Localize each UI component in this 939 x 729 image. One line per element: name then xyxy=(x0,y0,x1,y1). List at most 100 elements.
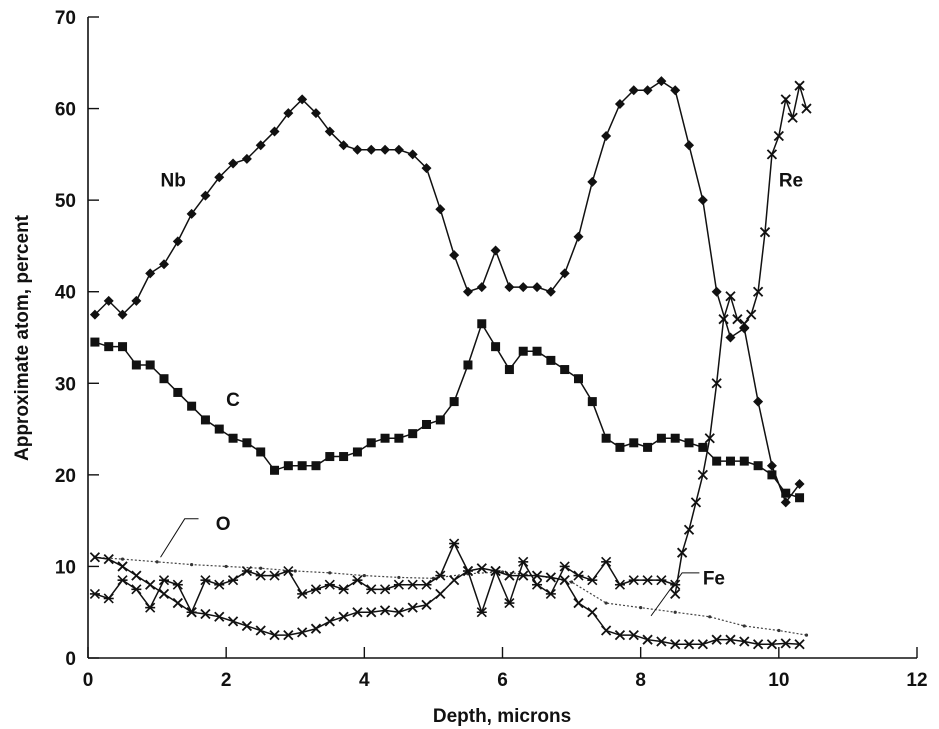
c-series-point xyxy=(532,346,542,356)
c-series-point xyxy=(656,433,666,443)
c-series-point xyxy=(200,415,210,425)
c-series-point xyxy=(463,360,473,370)
fe-series-point xyxy=(297,627,308,638)
o-series-point xyxy=(259,566,263,570)
fe-series-point xyxy=(587,607,598,618)
unlabeled-series-point xyxy=(172,579,183,590)
fe-series-point xyxy=(642,634,653,645)
nb-series-point xyxy=(117,309,128,320)
unlabeled-series-point xyxy=(476,607,487,618)
series-label-fe: Fe xyxy=(703,569,725,590)
o-series-point xyxy=(569,580,574,584)
nb-series-point xyxy=(324,126,335,137)
re-series-point xyxy=(746,309,757,320)
unlabeled-series-point xyxy=(310,584,322,595)
nb-series-point xyxy=(532,282,543,293)
c-series-point xyxy=(422,419,432,429)
nb-series-point xyxy=(421,163,432,174)
nb-series-point xyxy=(462,286,473,297)
re-series-point xyxy=(801,103,812,114)
unlabeled-series-point xyxy=(379,584,391,595)
nb-series-point xyxy=(269,126,280,137)
fe-series xyxy=(89,552,805,650)
fe-series-point xyxy=(283,629,294,641)
unlabeled-series-point xyxy=(490,565,501,577)
re-series-point xyxy=(670,588,681,600)
o-series-point xyxy=(604,601,608,605)
o-series-point xyxy=(362,573,366,578)
unlabeled-series-point xyxy=(214,579,225,590)
y-tick-label: 40 xyxy=(55,283,76,304)
unlabeled-series-point xyxy=(297,588,308,599)
c-series-point xyxy=(739,456,749,466)
unlabeled-series-point xyxy=(559,561,570,572)
fe-series-point xyxy=(310,623,322,634)
o-series-point xyxy=(190,562,194,567)
fe-series-point xyxy=(559,575,570,586)
re-series-point xyxy=(794,80,805,91)
fe-series-point xyxy=(614,629,626,641)
unlabeled-series-line xyxy=(94,541,676,615)
y-tick-label: 20 xyxy=(55,466,76,487)
c-series-point xyxy=(518,346,528,356)
c-series-point xyxy=(297,461,307,471)
y-tick-label: 70 xyxy=(55,8,76,29)
nb-series-point xyxy=(158,259,169,270)
re-series-point xyxy=(704,433,715,444)
c-series-point xyxy=(795,493,805,503)
unlabeled-series-point xyxy=(601,556,612,567)
c-series-point xyxy=(311,461,321,471)
re-series-line xyxy=(674,82,808,595)
fe-series-point xyxy=(794,639,805,650)
c-series-point xyxy=(90,337,100,347)
x-tick-label: 10 xyxy=(768,670,789,691)
series-label-nb: Nb xyxy=(161,170,186,191)
o-series-point xyxy=(120,557,125,561)
o-series-point xyxy=(673,610,677,614)
o-series-point xyxy=(742,624,746,628)
nb-series-point xyxy=(656,76,667,87)
unlabeled-series-point xyxy=(421,579,432,590)
c-series-point xyxy=(339,452,349,462)
unlabeled-series-point xyxy=(89,588,100,599)
nb-series-point xyxy=(642,85,653,96)
nb-series-point xyxy=(711,286,722,297)
unlabeled-series-point xyxy=(449,538,460,549)
nb-series-point xyxy=(283,108,294,119)
fe-series-point xyxy=(172,597,183,609)
nb-series-point xyxy=(504,282,515,293)
x-tick-label: 2 xyxy=(221,670,232,691)
unlabeled-series-point xyxy=(338,584,349,595)
re-series-point xyxy=(711,378,722,389)
c-series-point xyxy=(270,465,280,475)
re-series-point xyxy=(718,314,729,325)
fe-series-point xyxy=(545,572,556,583)
c-series-point xyxy=(491,342,501,352)
c-series-point xyxy=(449,397,459,407)
o-series xyxy=(93,555,809,637)
x-tick-label: 12 xyxy=(906,670,927,691)
c-series-point xyxy=(228,433,238,443)
c-series-point xyxy=(394,433,404,443)
re-series-point xyxy=(676,547,688,558)
c-series-point xyxy=(104,342,114,352)
fe-series-point xyxy=(117,561,128,572)
fe-series-point xyxy=(766,639,778,650)
fe-series-point xyxy=(421,599,432,611)
unlabeled-series-point xyxy=(531,579,543,590)
unlabeled-series-point xyxy=(200,575,211,586)
nb-series-point xyxy=(545,286,556,297)
nb-series-point xyxy=(393,144,404,155)
fe-series-point xyxy=(379,605,391,616)
nb-series-point xyxy=(476,282,487,293)
unlabeled-series-point xyxy=(656,575,667,586)
c-series-point xyxy=(698,442,708,452)
o-series-line xyxy=(94,556,807,636)
y-tick-label: 50 xyxy=(55,191,76,212)
unlabeled-series-point xyxy=(103,593,114,604)
series-label-o: O xyxy=(216,514,231,535)
nb-series-point xyxy=(131,295,142,306)
fe-series-point xyxy=(145,579,156,590)
fe-series-point xyxy=(683,639,695,650)
